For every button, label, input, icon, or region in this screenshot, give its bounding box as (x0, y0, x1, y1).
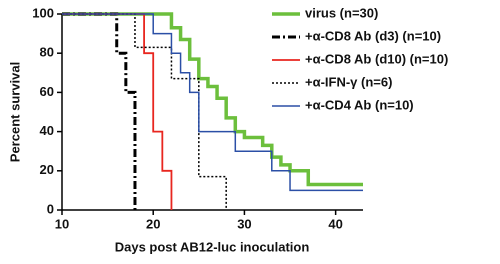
y-tick-label: 0 (47, 201, 54, 216)
y-tick-label: 100 (32, 5, 54, 20)
survival-curve (62, 12, 137, 210)
survival-curve (62, 13, 173, 210)
y-tick-label: 60 (40, 84, 54, 99)
y-axis-label: Percent survival (7, 62, 22, 162)
x-tick-label: 40 (328, 216, 342, 231)
x-tick-label: 20 (146, 216, 160, 231)
y-tick-label: 40 (40, 123, 54, 138)
x-tick-label: 10 (55, 216, 69, 231)
legend-label: +α-CD8 Ab (d10) (n=10) (305, 51, 448, 66)
survival-curve (62, 13, 227, 210)
legend-label: +α-CD8 Ab (d3) (n=10) (305, 28, 441, 43)
x-axis-label: Days post AB12-luc inoculation (115, 239, 310, 254)
survival-curve (62, 12, 363, 187)
y-tick-label: 20 (40, 162, 54, 177)
x-tick-label: 30 (237, 216, 251, 231)
y-tick-label: 80 (40, 45, 54, 60)
legend-label: +α-CD4 Ab (n=10) (305, 97, 414, 112)
survival-curve (62, 13, 363, 192)
legend-label: +α-IFN-γ (n=6) (305, 74, 392, 89)
legend-label: virus (n=30) (305, 5, 378, 20)
